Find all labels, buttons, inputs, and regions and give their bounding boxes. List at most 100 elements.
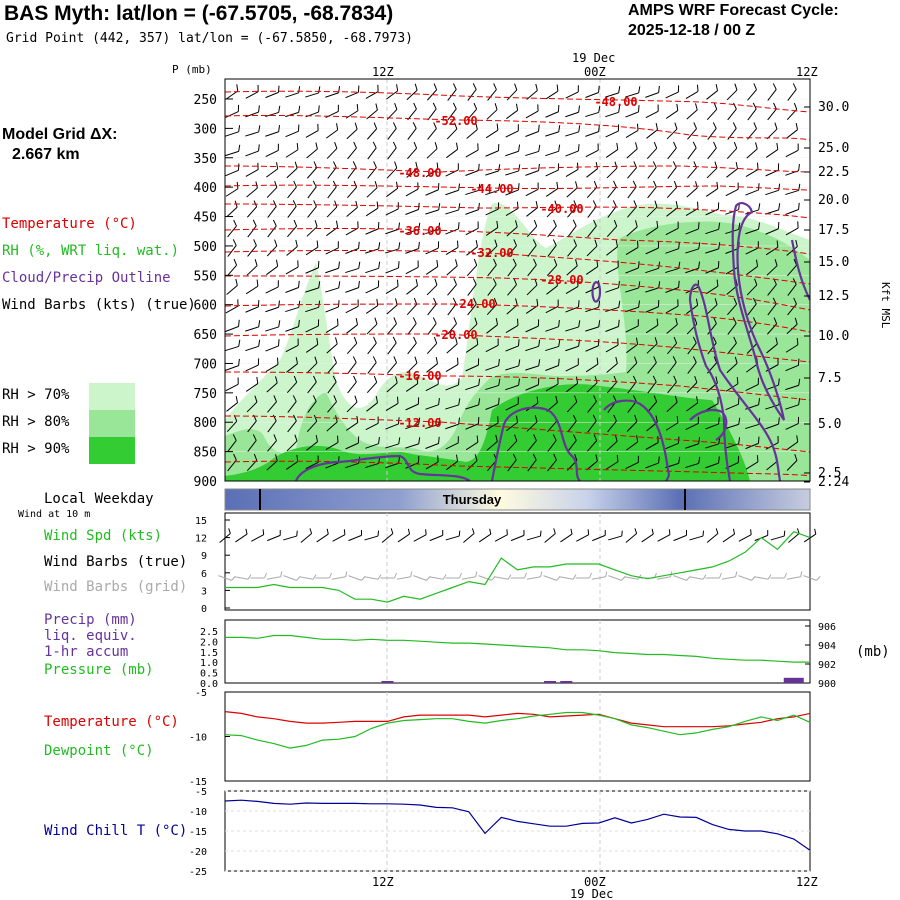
wind-barb: [586, 162, 598, 178]
height-tick-label: 20.0: [818, 193, 849, 208]
wind-barb: [627, 375, 637, 394]
wind-barb: [585, 300, 601, 313]
wind-barb: [607, 414, 617, 433]
wind-barb: [345, 415, 359, 431]
wind-barb: [465, 417, 480, 430]
wind-barb: [766, 259, 778, 276]
wind-barb: [765, 240, 779, 256]
rh70-swatch: [89, 383, 135, 410]
wind-barb: [567, 434, 577, 452]
wind-barb: [345, 299, 359, 314]
wind-barb: [327, 161, 337, 179]
temp-contour-12: [225, 415, 810, 453]
wind-barb: [425, 436, 440, 449]
wind-barb: [686, 375, 698, 393]
wind-barb: [627, 161, 637, 179]
wind-barb: [325, 281, 341, 293]
wind-barb: [227, 258, 238, 277]
surface-barb-grid: [786, 571, 803, 580]
pressure-tick-label: 250: [194, 93, 217, 108]
wind-barb: [585, 339, 600, 352]
pressure-tick-label: 800: [194, 416, 217, 431]
wind-barb: [626, 356, 638, 374]
wind-barbs-true-label: Wind Barbs (true): [44, 554, 188, 570]
temperature-label: -48.00: [594, 95, 637, 109]
wind-barb: [326, 200, 338, 218]
surface-barb-true: [608, 530, 623, 541]
wind-barb: [385, 261, 400, 274]
wind-barb: [467, 83, 477, 101]
wind-barb: [605, 280, 620, 293]
wind-barb: [485, 378, 501, 391]
wind-barb: [307, 395, 317, 413]
wind-barb: [227, 239, 237, 257]
wind-barb: [606, 240, 619, 256]
wind-barb: [287, 395, 297, 413]
wind-barb: [505, 378, 521, 391]
wind-barb: [765, 222, 780, 235]
surface-barb-true: [657, 529, 671, 542]
chill-tick-label: -25: [189, 867, 207, 878]
wind-barb: [527, 453, 537, 472]
wind-barb: [746, 259, 759, 276]
wind-barb: [667, 375, 677, 394]
legend-temperature: Temperature (°C): [2, 216, 137, 232]
wind-barb: [765, 183, 781, 196]
wind-spd-label: Wind Spd (kts): [44, 528, 163, 544]
wind-barb: [785, 202, 800, 215]
wind-barb: [707, 336, 717, 355]
wind-barb: [406, 297, 418, 316]
wind-barb: [265, 339, 280, 352]
wind-barb: [386, 161, 398, 179]
wind-barb: [705, 279, 719, 295]
wind-barb: [227, 434, 237, 452]
cloud-outline-small: [591, 281, 602, 303]
wind-barb: [266, 376, 278, 393]
wind-barb: [546, 279, 559, 295]
wind-barb: [525, 163, 540, 176]
wind-barb: [426, 142, 438, 159]
surface-barb-grid: [331, 571, 348, 580]
wind-barb: [326, 141, 338, 159]
temp-contour-52: [225, 114, 810, 141]
wind-barb: [525, 124, 540, 137]
chill-tick-label: -10: [189, 807, 207, 818]
wind-barb: [486, 103, 498, 120]
precip-tick-label: 1.5: [200, 648, 218, 659]
wind-barb: [267, 434, 277, 452]
wind-barb: [465, 378, 481, 391]
surface-barb-true: [348, 529, 362, 542]
wind-barb: [287, 414, 297, 433]
wind-barb: [325, 435, 339, 451]
wind-barb: [466, 258, 478, 277]
wind-barb: [645, 85, 660, 98]
surface-barb-grid: [396, 571, 413, 580]
height-tick-label: 2.5: [818, 466, 841, 481]
temp-contour-8: [225, 460, 810, 477]
temperature-contours: [225, 90, 810, 477]
surface-barb-grid: [526, 571, 543, 580]
wind-barb: [266, 454, 278, 471]
pressure-tick-label: 550: [194, 269, 217, 284]
wind-barb: [245, 376, 259, 392]
wind-barb: [625, 105, 640, 118]
local-weekday-label: Local Weekday: [44, 491, 154, 507]
wind-barb: [466, 240, 478, 256]
wind-barb: [465, 202, 480, 215]
wind-barb: [565, 144, 580, 157]
pressure-label: Pressure (mb): [44, 662, 154, 678]
wind-barb: [425, 417, 441, 430]
pressure-tick-label: 850: [194, 446, 217, 461]
surface-barb-true: [576, 529, 590, 542]
surface-barb-true: [413, 529, 427, 542]
rh80-swatch: [89, 410, 135, 437]
wind-barb: [626, 142, 638, 159]
wind-barb: [505, 164, 521, 176]
wind-barb: [225, 163, 240, 177]
pressure-tick-label: 500: [194, 240, 217, 255]
surface-barb-grid: [299, 574, 317, 580]
wind-barb: [527, 434, 537, 452]
wind-barb: [325, 300, 340, 313]
wind-barb: [445, 398, 461, 410]
wind-barb: [345, 280, 360, 293]
